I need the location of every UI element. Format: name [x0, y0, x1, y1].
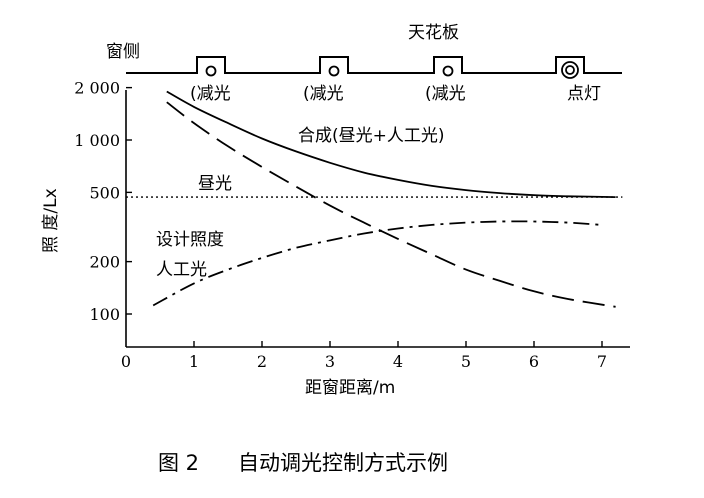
- fixture-label: (减光: [190, 84, 231, 104]
- x-tick-label: 2: [257, 352, 267, 371]
- x-ticks: 0 1 2 3 4 5 6 7: [121, 341, 607, 371]
- series-label-artificial: 人工光: [156, 260, 207, 280]
- figure-number: 图 2: [158, 451, 199, 475]
- plot-area: [126, 90, 623, 308]
- fixture-label: 点灯: [567, 84, 601, 104]
- lit-lamp-icon: [561, 61, 579, 79]
- x-tick-label: 6: [529, 352, 539, 371]
- dimmed-lamp-icon: [205, 65, 217, 77]
- ceiling-label: 天花板: [408, 23, 459, 43]
- dimmed-lamp-icon: [442, 65, 454, 77]
- axes: 0 1 2 3 4 5 6 7 100 200 500 1 000 2 000 照 度/Lx 距窗距离…: [41, 79, 630, 398]
- artificial-light-line: [152, 220, 603, 307]
- fixture-label: (减光: [425, 84, 466, 104]
- fixture-label: (减光: [303, 84, 344, 104]
- y-ticks: 100 200 500 1 000 2 000: [74, 79, 132, 324]
- lit-lamp-inner-icon: [565, 65, 575, 75]
- y-tick-label: 500: [89, 183, 120, 202]
- x-tick-label: 1: [189, 352, 199, 371]
- series-label-combined: 合成(昼光+人工光): [298, 126, 445, 146]
- ceiling-line: [126, 56, 622, 74]
- combined-light-line: [166, 90, 616, 198]
- x-tick-label: 3: [325, 352, 335, 371]
- y-axis-title: 照 度/Lx: [41, 188, 61, 253]
- window-side-label: 窗侧: [106, 42, 140, 62]
- dimmed-lamp-icon: [328, 65, 340, 77]
- y-tick-label: 100: [89, 305, 120, 324]
- y-tick-label: 1 000: [74, 131, 120, 150]
- y-tick-label: 200: [89, 253, 120, 272]
- x-tick-label: 0: [121, 352, 131, 371]
- x-tick-label: 7: [597, 352, 607, 371]
- y-tick-label: 2 000: [74, 79, 120, 98]
- design-illuminance-label: 设计照度: [156, 230, 224, 250]
- figure-caption: 自动调光控制方式示例: [238, 451, 448, 475]
- x-tick-label: 5: [461, 352, 471, 371]
- x-axis-title: 距窗距离/m: [305, 378, 395, 398]
- series-label-daylight: 昼光: [198, 174, 232, 194]
- ceiling-diagram: 窗侧 天花板 (减光 (减光 (减光 点灯: [106, 23, 622, 104]
- x-tick-label: 4: [393, 352, 403, 371]
